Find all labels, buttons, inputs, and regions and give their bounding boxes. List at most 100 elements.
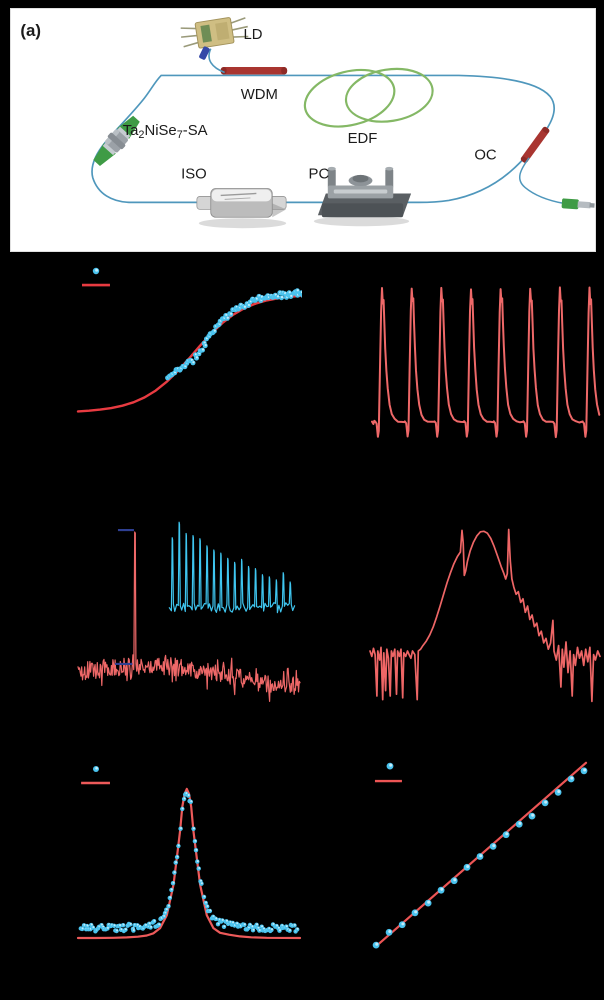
autocorr-data-points-highlight [271, 928, 273, 931]
autocorr-data-points-highlight [194, 839, 197, 842]
sa-data-points-highlight [201, 348, 205, 351]
autocorr-data-points-highlight [90, 923, 93, 926]
autocorr-data-points-highlight [223, 925, 226, 928]
autocorr-data-points-highlight [203, 895, 206, 898]
panel-a-schematic: (a) LD WDM EDF Ta2NiSe7-SA ISO PC OC [10, 8, 596, 252]
ld-component [180, 17, 249, 60]
autocorr-data-points-highlight [150, 925, 153, 928]
autocorr-data-points-highlight [173, 871, 176, 874]
autocorr-data-points-highlight [153, 919, 156, 922]
autocorr-data-points-highlight [296, 927, 299, 930]
linear-data-points-highlight [583, 768, 587, 772]
autocorr-data-points-highlight [249, 923, 252, 926]
autocorr-data-points-highlight [221, 918, 224, 921]
autocorr-data-points-highlight [120, 928, 123, 931]
autocorr-data-points-highlight [192, 827, 195, 830]
autocorr-data-points-highlight [165, 908, 168, 911]
autocorr-data-points-highlight [187, 794, 190, 796]
sa-data-points-highlight [288, 291, 291, 294]
autocorr-data-points-highlight [169, 896, 172, 899]
sa-data-points-highlight [195, 356, 199, 359]
output-pigtail [518, 157, 564, 205]
autocorr-data-points-highlight [277, 926, 280, 929]
ld-pigtail [208, 48, 225, 74]
edf-coil [303, 67, 434, 128]
autocorr-data-points-highlight [172, 881, 175, 884]
autocorr-data-points-highlight [261, 925, 264, 928]
autocorr-data-points-highlight [163, 914, 166, 917]
sa-connector [93, 115, 140, 167]
autocorr-data-points-highlight [168, 904, 170, 907]
autocorr-data-points-highlight [198, 867, 201, 869]
sa-data-points-highlight [204, 343, 207, 347]
chart-rf-spectrum [77, 521, 301, 702]
autocorr-data-points-highlight [289, 929, 291, 932]
autocorr-data-points-highlight [181, 807, 184, 810]
linear-data-points-highlight [401, 922, 405, 926]
sa-data-points-highlight [296, 289, 299, 292]
label-wdm: WDM [241, 87, 278, 103]
autocorr-data-points-highlight [293, 923, 296, 926]
panel-a-label: (a) [20, 21, 41, 40]
chart-autocorrelation [76, 766, 302, 940]
linear-data-points-highlight [440, 887, 444, 891]
sa-data-points [300, 292, 302, 298]
autocorr-data-points-highlight [158, 923, 161, 926]
sa-data-points-highlight [203, 341, 206, 344]
chart-saturable-absorption [76, 267, 302, 413]
autocorr-data-points-highlight [180, 827, 182, 830]
autocorr-data-points-highlight [217, 922, 220, 925]
autocorr-data-points-highlight [276, 924, 279, 927]
autocorr-data-points-highlight [258, 929, 261, 932]
autocorr-data-points-highlight [101, 923, 103, 926]
autocorr-data-points-highlight [251, 925, 254, 928]
linear-data-points-highlight [531, 813, 535, 817]
autocorr-data-points-highlight [177, 844, 180, 847]
autocorr-data-points-highlight [196, 860, 199, 863]
legend-scatter-marker-highlight [389, 763, 393, 767]
autocorr-data-points-highlight [185, 792, 188, 795]
autocorr-data-points-highlight [232, 921, 235, 924]
autocorr-data-points-highlight [107, 926, 109, 929]
autocorr-data-points-highlight [122, 923, 125, 926]
autocorr-data-points-highlight [164, 911, 167, 914]
autocorr-data-points-highlight [243, 923, 246, 926]
chart-optical-spectrum [369, 528, 601, 703]
autocorr-data-points-highlight [195, 848, 198, 851]
schematic-canvas: (a) LD WDM EDF Ta2NiSe7-SA ISO PC OC [20, 17, 595, 229]
linear-data-points-highlight [557, 789, 561, 794]
sa-data-points-highlight [280, 295, 284, 299]
linear-data-points-highlight [375, 942, 379, 946]
label-sa-tanise: Ta2NiSe7-SA [123, 123, 208, 141]
linear-data-points-highlight [453, 878, 457, 882]
label-pc: PC [309, 167, 330, 183]
linear-data-points-highlight [427, 900, 431, 904]
chart-pulse-train [371, 286, 601, 439]
autocorr-data-points-highlight [176, 855, 179, 858]
label-iso: ISO [181, 167, 207, 183]
sa-data-points-highlight [290, 294, 293, 298]
autocorr-data-points-highlight [200, 879, 202, 882]
sa-data-points-highlight [213, 329, 216, 332]
autocorr-data-points-highlight [272, 922, 275, 925]
oc-sleeve [520, 126, 550, 163]
autocorr-data-points-highlight [119, 924, 122, 927]
legend-scatter-marker-highlight [95, 268, 99, 272]
label-ld: LD [243, 27, 262, 43]
autocorr-fit-curve [76, 787, 302, 940]
label-oc: OC [474, 148, 497, 164]
autocorr-data-points-highlight [116, 929, 119, 932]
linear-data-points-highlight [466, 864, 470, 869]
autocorr-data-points-highlight [252, 928, 255, 931]
autocorr-data-points-highlight [200, 882, 203, 885]
legend-scatter-marker-highlight [95, 766, 98, 770]
pc-component [313, 166, 412, 227]
autocorr-data-points-highlight [132, 929, 135, 932]
autocorr-data-points-highlight [215, 917, 218, 920]
sa-data-points-highlight [300, 291, 302, 294]
autocorr-data-points-highlight [236, 922, 239, 925]
autocorr-data-points-highlight [257, 926, 260, 929]
linear-data-points-highlight [505, 832, 509, 836]
sa-data-points-highlight [192, 361, 195, 364]
linear-data-points-highlight [544, 800, 548, 804]
